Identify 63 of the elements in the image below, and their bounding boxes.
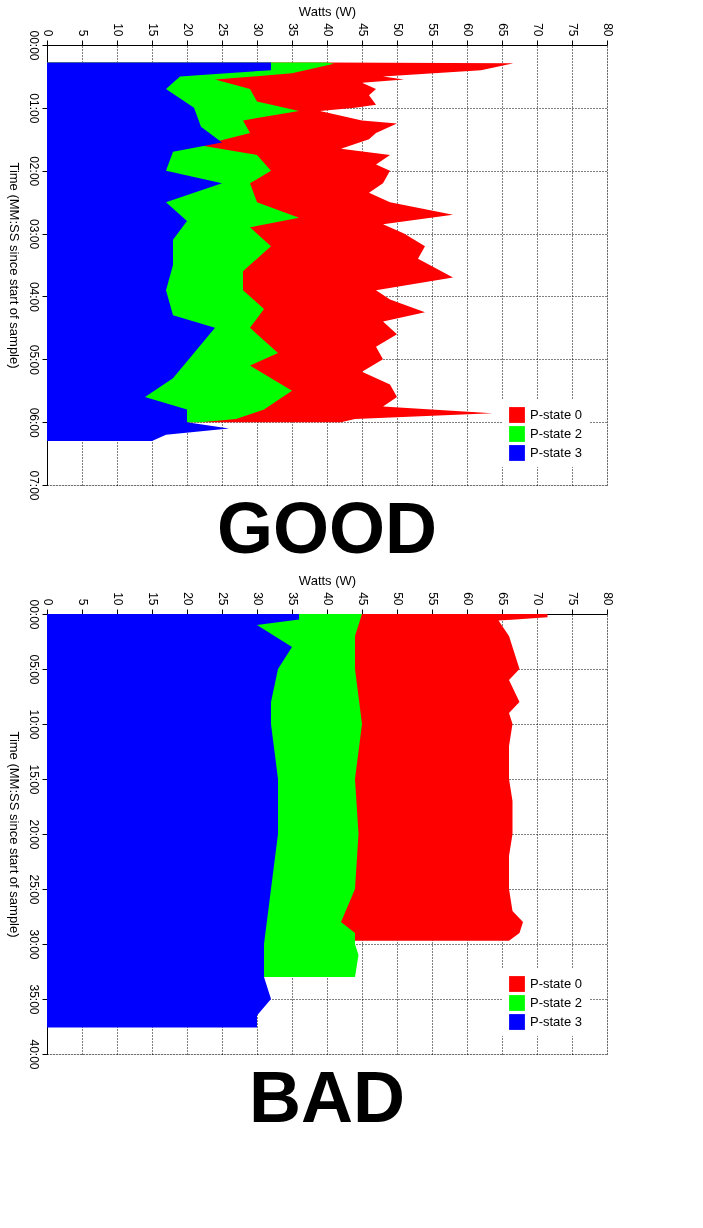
y-tick-label: 20:00 [26,819,41,850]
x-tick-label: 45 [355,592,370,606]
x-tick-label: 30 [250,23,265,37]
x-tick-label: 45 [355,23,370,37]
x-axis-title: Watts (W) [298,573,357,589]
y-tick-label: 06:00 [26,407,41,438]
y-tick-label: 10:00 [26,709,41,740]
legend-label: P-state 2 [530,426,583,441]
y-tick-label: 35:00 [26,984,41,1015]
y-axis-title: Time (MM:SS since start of sample) [6,731,22,938]
x-tick-label: 5 [75,29,90,37]
y-axis-title: Time (MM:SS since start of sample) [6,162,22,369]
y-tick-label: 00:00 [26,599,41,630]
x-tick-label: 50 [390,592,405,606]
y-tick-label: 04:00 [26,281,41,313]
y-tick-label: 30:00 [26,929,41,960]
y-tick-label: 40:00 [26,1039,41,1070]
x-tick-label: 50 [390,23,405,37]
x-tick-label: 75 [565,592,580,606]
x-tick-label: 40 [320,23,335,37]
x-tick-label: 20 [180,23,195,37]
legend-label: P-state 3 [530,445,583,460]
y-tick-label: 05:00 [26,344,41,376]
x-tick-label: 0 [40,598,55,606]
x-tick-label: 10 [110,23,125,37]
x-tick-label: 60 [460,23,475,37]
x-tick-label: 60 [460,592,475,606]
y-tick-label: 07:00 [26,470,41,501]
x-tick-label: 10 [110,592,125,606]
legend-label: P-state 0 [530,407,583,422]
y-tick-label: 00:00 [26,30,41,61]
x-tick-label: 80 [600,23,615,37]
x-tick-label: 40 [320,592,335,606]
text: BAD [249,1057,405,1138]
x-axis-title: Watts (W) [298,4,357,20]
x-tick-label: 55 [425,23,440,37]
y-tick-label: 03:00 [26,219,41,250]
x-tick-label: 75 [565,23,580,37]
legend-label: P-state 2 [530,995,583,1010]
y-tick-label: 25:00 [26,874,41,905]
y-tick-label: 02:00 [26,156,41,187]
x-tick-label: 25 [215,23,230,37]
x-tick-label: 35 [285,592,300,606]
text: GOOD [216,488,438,569]
y-tick-label: 15:00 [26,764,41,795]
x-tick-label: 15 [145,592,160,606]
x-tick-label: 70 [530,592,545,606]
x-tick-label: 30 [250,592,265,606]
x-tick-label: 15 [145,23,160,37]
x-tick-label: 5 [75,598,90,606]
y-tick-label: 05:00 [26,654,41,685]
x-tick-label: 80 [600,592,615,606]
x-tick-label: 25 [215,592,230,606]
legend-label: P-state 3 [530,1014,583,1029]
x-tick-label: 65 [495,23,510,37]
x-tick-label: 35 [285,23,300,37]
x-tick-label: 20 [180,592,195,606]
x-tick-label: 70 [530,23,545,37]
legend-label: P-state 0 [530,976,583,991]
x-tick-label: 55 [425,592,440,606]
x-tick-label: 0 [40,29,55,37]
y-tick-label: 01:00 [26,93,41,124]
x-tick-label: 65 [495,592,510,606]
